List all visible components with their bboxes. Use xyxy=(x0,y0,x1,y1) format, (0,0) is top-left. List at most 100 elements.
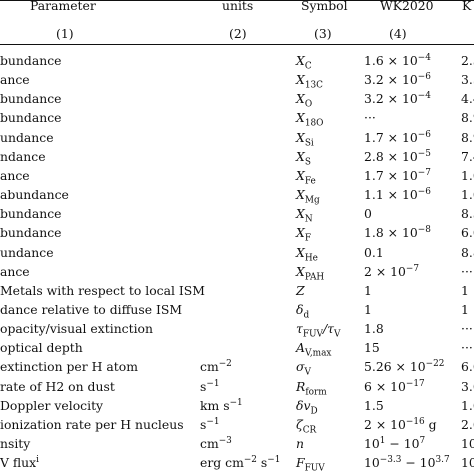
table-row-8-symbol: XMg xyxy=(296,187,320,206)
table-row-20-k: 2.0 xyxy=(461,416,474,432)
table-row-16-wk: 15 xyxy=(364,340,380,356)
table-row-16-symbol: AV,max xyxy=(296,340,332,359)
table-row-17-wk: 5.26 × 10−22 xyxy=(364,359,445,375)
table-row-22-units: erg cm−2 s−1 xyxy=(200,455,281,471)
table-row-18-units: s−1 xyxy=(200,378,220,394)
header-wk2020: WK2020 xyxy=(380,0,434,13)
table-row-2-symbol: X13C xyxy=(296,72,323,91)
table-row-18-param: rate of H2 on dust xyxy=(0,378,115,394)
table-row-8-param: abundance xyxy=(0,187,69,203)
column-number-4: (4) xyxy=(389,26,407,41)
table-row-19-wk: 1.5 xyxy=(364,397,384,413)
table-row-20-symbol: ζCR xyxy=(296,416,317,436)
table-row-11-wk: 0.1 xyxy=(364,244,384,260)
table-row-1-k: 2.3 xyxy=(461,53,474,68)
table-row-14-param: dance relative to diffuse ISM xyxy=(0,301,183,317)
table-row-5-param: undance xyxy=(0,129,54,145)
table-row-5-wk: 1.7 × 10−6 xyxy=(364,129,431,145)
table-row-9-k: 8.3 xyxy=(461,206,474,222)
table-row-22-k: 10 xyxy=(461,455,474,471)
table-row-1-param: bundance xyxy=(0,53,62,68)
table-row-2-k: 3.5 xyxy=(461,72,474,88)
table-row-12-param: ance xyxy=(0,263,30,279)
table-row-7-k: 1.6 xyxy=(461,167,474,183)
table-row-22-symbol: FFUV xyxy=(296,455,325,474)
table-row-22-wk: 10−3.3 − 103.7 xyxy=(364,455,450,471)
table-row-8-wk: 1.1 × 10−6 xyxy=(364,186,431,203)
table-row-21-symbol: n xyxy=(296,436,304,451)
table-row-4-symbol: X18O xyxy=(296,110,324,129)
table-row-17-k: 6.0 xyxy=(461,359,474,375)
table-row-3-symbol: XO xyxy=(296,91,313,110)
table-row-12-wk: 2 × 10−7 xyxy=(364,263,420,279)
table-row-4-wk: ··· xyxy=(364,110,376,126)
table-row-19-param: Doppler velocity xyxy=(0,397,104,413)
table-row-19-k: 1.0 xyxy=(461,397,474,413)
table-row-5-k: 8.9 xyxy=(461,129,474,145)
table-row-17-symbol: σV xyxy=(296,359,311,378)
table-row-17-param: extinction per H atom xyxy=(0,359,138,375)
table-row-10-param: bundance xyxy=(0,225,62,241)
column-number-3: (3) xyxy=(314,26,332,41)
table-row-7-param: ance xyxy=(0,167,30,183)
table-row-6-k: 7.4 xyxy=(461,148,474,164)
table-row-15-param: opacity/visual extinction xyxy=(0,321,153,337)
table-row-10-symbol: XF xyxy=(296,225,312,244)
table-row-11-k: 8.8 xyxy=(461,244,474,260)
table-row-6-wk: 2.8 × 10−5 xyxy=(364,148,431,164)
table-row-10-k: 6.6 xyxy=(461,225,474,241)
table-row-3-k: 4.4 xyxy=(461,91,474,107)
table-row-15-k: ··· xyxy=(461,321,473,337)
table-row-2-param: ance xyxy=(0,72,30,88)
table-row-19-symbol: δvD xyxy=(296,397,318,417)
table-row-11-param: undance xyxy=(0,244,54,260)
table-row-13-k: 1 xyxy=(461,282,469,298)
table-row-14-wk: 1 xyxy=(364,301,372,317)
table-row-9-symbol: XN xyxy=(296,206,313,225)
column-number-2: (2) xyxy=(229,26,247,41)
table-row-14-k: 1 xyxy=(461,301,469,317)
table-row-7-symbol: XFe xyxy=(296,167,316,187)
table-row-20-wk: 2 × 10−16 g xyxy=(364,416,437,432)
table-row-18-symbol: Rform xyxy=(296,378,327,398)
table-row-16-param: optical depth xyxy=(0,340,83,356)
table-row-3-param: bundance xyxy=(0,91,62,107)
header-symbol: Symbol xyxy=(301,0,348,13)
table-row-21-k: 10 xyxy=(461,436,474,451)
table-row-1-wk: 1.6 × 10−4 xyxy=(364,52,431,68)
table-row-6-param: ndance xyxy=(0,148,46,164)
table-row-9-wk: 0 xyxy=(364,206,372,222)
table-row-2-wk: 3.2 × 10−6 xyxy=(364,72,431,88)
table-row-4-param: bundance xyxy=(0,110,62,126)
table-row-6-symbol: XS xyxy=(296,148,311,168)
table-row-18-k: 3.0 xyxy=(461,378,474,394)
table-row-12-symbol: XPAH xyxy=(296,263,325,283)
column-number-1: (1) xyxy=(56,26,74,41)
table-row-16-k: ··· xyxy=(461,340,473,356)
table-row-15-symbol: τFUV/τV xyxy=(296,321,341,340)
table-row-1-symbol: XC xyxy=(296,53,312,72)
table-row-21-wk: 101 − 107 xyxy=(364,435,426,451)
table-row-8-k: 1.6 xyxy=(461,187,474,203)
table-row-12-k: ··· xyxy=(461,263,473,279)
header-k: K xyxy=(462,0,472,13)
table-row-10-wk: 1.8 × 10−8 xyxy=(364,225,431,241)
table-row-21-param: nsity xyxy=(0,436,31,451)
table-row-14-symbol: δd xyxy=(296,301,310,321)
table-row-13-wk: 1 xyxy=(364,282,372,298)
table-row-13-symbol: Z xyxy=(296,282,305,298)
table-row-4-k: 8.9 xyxy=(461,110,474,126)
table-row-3-wk: 3.2 × 10−4 xyxy=(364,91,431,107)
table-row-5-symbol: XSi xyxy=(296,129,314,149)
table-row-15-wk: 1.8 xyxy=(364,321,384,337)
table-row-11-symbol: XHe xyxy=(296,244,318,263)
table-row-7-wk: 1.7 × 10−7 xyxy=(364,167,431,183)
header-units: units xyxy=(222,0,254,13)
table-row-20-param: ionization rate per H nucleus xyxy=(0,416,184,432)
table-row-21-units: cm−3 xyxy=(200,435,232,451)
table-row-18-wk: 6 × 10−17 xyxy=(364,378,425,394)
table-top-rule xyxy=(0,0,474,1)
table-row-20-units: s−1 xyxy=(200,416,220,432)
table-row-22-param: V fluxi xyxy=(0,455,39,471)
